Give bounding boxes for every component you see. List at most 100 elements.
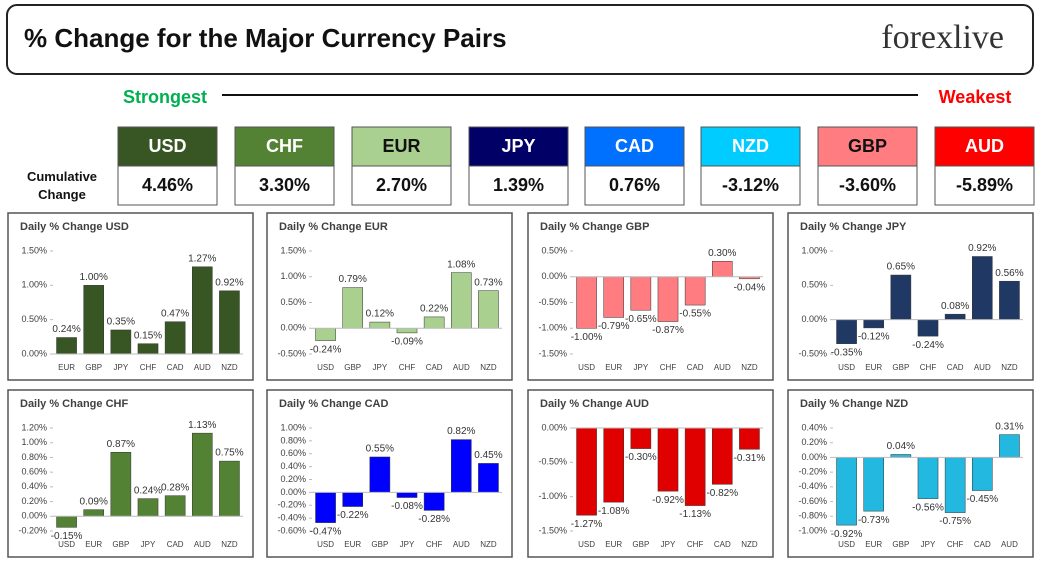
y-tick-label: 0.40% (280, 461, 306, 471)
tile-currency: CAD (615, 136, 654, 156)
value-label: 0.24% (52, 324, 80, 335)
tile-change: -3.60% (839, 175, 896, 195)
x-tick-label: AUD (453, 540, 470, 549)
bar (56, 516, 77, 528)
y-tick-label: -1.00% (798, 525, 827, 535)
value-label: 0.12% (366, 309, 394, 320)
bar (711, 261, 733, 277)
y-tick-label: 1.00% (280, 271, 306, 281)
value-label: -1.27% (571, 519, 603, 530)
tile-change: -3.12% (722, 175, 779, 195)
y-tick-label: 1.00% (21, 280, 47, 290)
bar (83, 509, 105, 517)
x-tick-label: AUD (453, 363, 470, 372)
x-tick-label: AUD (974, 363, 991, 372)
x-tick-label: GBP (371, 540, 388, 549)
bar (423, 316, 445, 329)
y-tick-label: -0.50% (798, 348, 827, 358)
strongest-label: Strongest (123, 87, 207, 107)
tile-change: -5.89% (956, 175, 1013, 195)
chart-title: Daily % Change AUD (540, 398, 649, 410)
x-tick-label: CAD (974, 540, 991, 549)
tile-change: 0.76% (609, 175, 660, 195)
bar (890, 274, 912, 320)
bar (164, 495, 186, 517)
x-tick-label: EUR (85, 540, 102, 549)
value-label: -0.92% (652, 495, 684, 506)
y-tick-label: 0.00% (21, 511, 47, 521)
tile-currency: CHF (266, 136, 303, 156)
bar (83, 285, 105, 355)
chart-title: Daily % Change GBP (540, 221, 649, 233)
value-label: -0.45% (966, 494, 998, 505)
value-label: -0.12% (858, 332, 890, 343)
tile-body (117, 165, 218, 206)
y-tick-label: 0.50% (801, 280, 827, 290)
value-label: -0.47% (310, 526, 342, 537)
value-label: -0.79% (598, 321, 630, 332)
value-label: 0.31% (995, 421, 1023, 432)
x-tick-label: EUR (344, 540, 361, 549)
y-tick-label: -1.00% (538, 323, 567, 333)
tile-head (117, 126, 218, 167)
value-label: 0.92% (968, 243, 996, 254)
bar (110, 329, 132, 355)
y-tick-label: 1.50% (280, 245, 306, 255)
tile-change: 3.30% (259, 175, 310, 195)
bar (369, 456, 391, 493)
bar (863, 319, 885, 329)
y-tick-label: 0.50% (21, 314, 47, 324)
x-tick-label: CAD (714, 540, 731, 549)
value-label: 0.24% (134, 485, 162, 496)
y-tick-label: 0.80% (280, 435, 306, 445)
y-tick-label: -0.20% (277, 500, 306, 510)
y-tick-label: -0.50% (538, 457, 567, 467)
x-tick-label: USD (578, 540, 595, 549)
bar (603, 427, 625, 503)
value-label: -0.24% (310, 344, 342, 355)
row-label: Cumulative Change (26, 169, 98, 202)
bar (450, 272, 472, 329)
bar (917, 319, 939, 337)
bar (657, 427, 679, 492)
value-label: 0.04% (887, 441, 915, 452)
value-label: -0.22% (337, 510, 369, 521)
x-tick-label: EUR (865, 363, 882, 372)
value-label: -0.65% (625, 314, 657, 325)
x-tick-label: EUR (865, 540, 882, 549)
y-tick-label: 0.00% (541, 422, 567, 432)
x-tick-label: GBP (112, 540, 129, 549)
x-tick-label: AUD (714, 363, 731, 372)
bar (219, 460, 240, 517)
y-tick-label: 0.40% (801, 422, 827, 432)
tile-head (700, 126, 801, 167)
x-tick-label: CHF (426, 540, 443, 549)
x-tick-label: GBP (344, 363, 361, 372)
value-label: -0.35% (831, 347, 863, 358)
value-label: 0.35% (107, 317, 135, 328)
bar (110, 452, 132, 517)
logo: forexlive (881, 19, 1004, 56)
value-label: -0.30% (625, 452, 657, 463)
y-tick-label: -0.40% (798, 481, 827, 491)
x-tick-label: CHF (140, 363, 157, 372)
value-label: -0.09% (391, 337, 423, 348)
bar (630, 276, 652, 311)
bar (219, 290, 240, 355)
bar (739, 427, 760, 450)
value-label: 1.13% (188, 420, 216, 431)
value-label: 0.22% (420, 304, 448, 315)
y-tick-label: 0.50% (541, 245, 567, 255)
x-tick-label: JPY (114, 363, 129, 372)
x-tick-label: JPY (661, 540, 676, 549)
value-label: 0.82% (447, 426, 475, 437)
y-tick-label: -0.50% (277, 348, 306, 358)
bar (836, 319, 857, 344)
x-tick-label: CAD (426, 363, 443, 372)
value-label: -0.28% (418, 514, 450, 525)
y-tick-label: 0.20% (801, 437, 827, 447)
bar (630, 427, 652, 449)
y-tick-label: -0.50% (538, 297, 567, 307)
